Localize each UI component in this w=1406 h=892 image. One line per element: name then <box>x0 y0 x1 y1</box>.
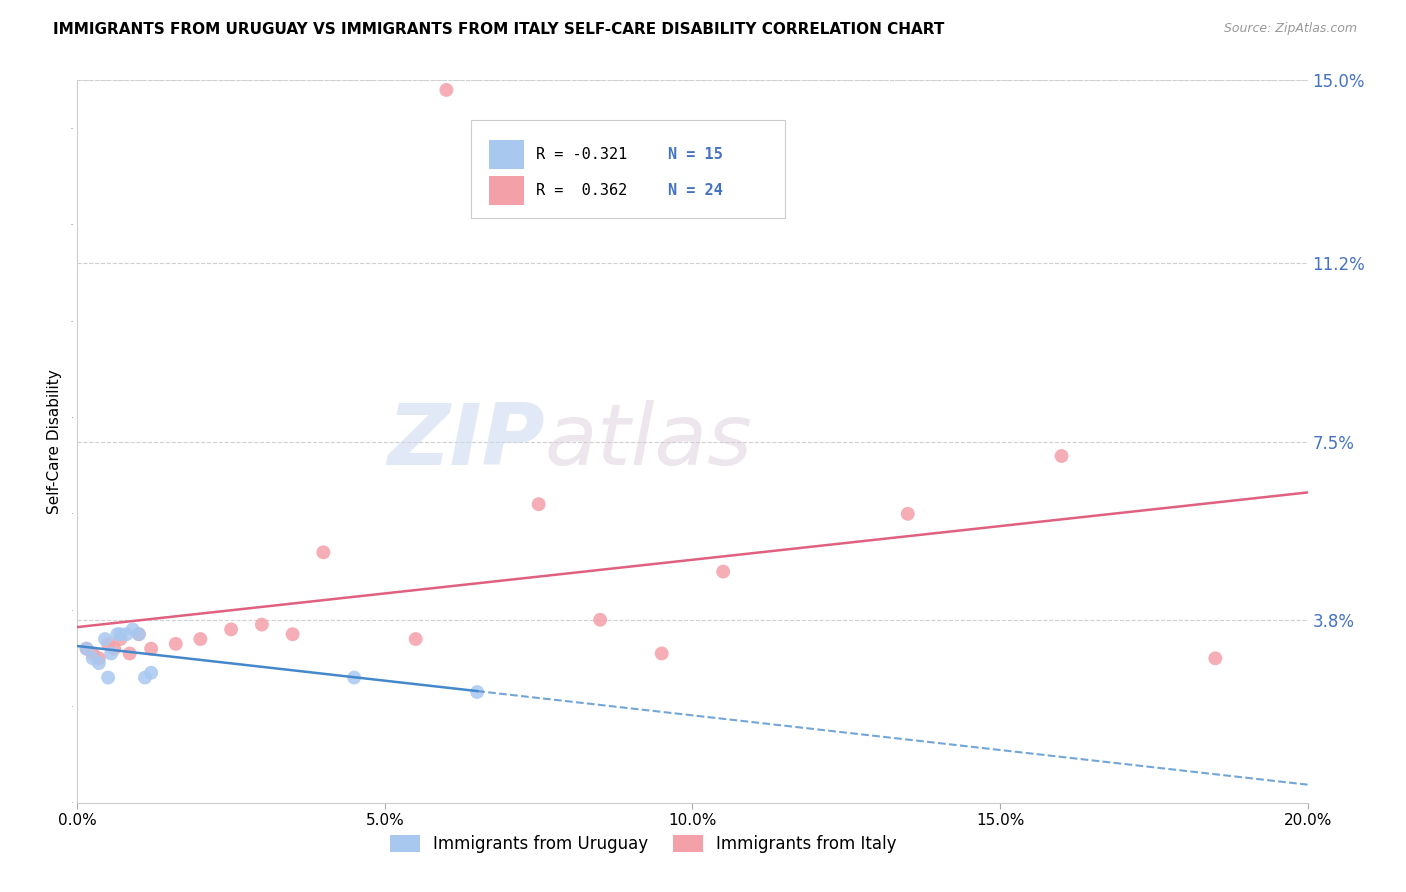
Point <box>100 647 122 661</box>
Point <box>128 627 150 641</box>
Point <box>436 83 458 97</box>
Text: R =  0.362: R = 0.362 <box>536 184 627 198</box>
Text: ZIP: ZIP <box>387 400 546 483</box>
FancyBboxPatch shape <box>471 120 785 218</box>
Point <box>281 627 304 641</box>
Point <box>87 656 110 670</box>
Point <box>110 627 132 641</box>
Point <box>105 627 128 641</box>
Text: IMMIGRANTS FROM URUGUAY VS IMMIGRANTS FROM ITALY SELF-CARE DISABILITY CORRELATIO: IMMIGRANTS FROM URUGUAY VS IMMIGRANTS FR… <box>53 22 945 37</box>
Point <box>82 651 104 665</box>
Point <box>141 641 163 656</box>
Text: atlas: atlas <box>546 400 752 483</box>
Point <box>165 637 187 651</box>
Point <box>97 637 120 651</box>
Point <box>141 665 163 680</box>
Point <box>711 565 734 579</box>
Point <box>118 647 141 661</box>
FancyBboxPatch shape <box>489 177 524 205</box>
Point <box>121 623 143 637</box>
Text: N = 24: N = 24 <box>668 184 723 198</box>
Legend: Immigrants from Uruguay, Immigrants from Italy: Immigrants from Uruguay, Immigrants from… <box>382 828 904 860</box>
Point <box>115 627 138 641</box>
Point <box>94 632 117 646</box>
Point <box>1204 651 1226 665</box>
Point <box>219 623 242 637</box>
Text: R = -0.321: R = -0.321 <box>536 147 627 162</box>
FancyBboxPatch shape <box>489 140 524 169</box>
Point <box>897 507 920 521</box>
Point <box>651 647 673 661</box>
Point <box>76 641 98 656</box>
Point <box>103 641 125 656</box>
Point <box>82 647 104 661</box>
Y-axis label: Self-Care Disability: Self-Care Disability <box>48 369 62 514</box>
Point <box>110 632 132 646</box>
Point <box>134 671 156 685</box>
Point <box>465 685 488 699</box>
Point <box>312 545 335 559</box>
Point <box>76 641 98 656</box>
Point <box>128 627 150 641</box>
Point <box>527 497 550 511</box>
Text: N = 15: N = 15 <box>668 147 723 162</box>
Point <box>589 613 612 627</box>
Point <box>1050 449 1073 463</box>
Point <box>87 651 110 665</box>
Point <box>405 632 427 646</box>
Point <box>97 671 120 685</box>
Point <box>343 671 366 685</box>
Point <box>188 632 212 646</box>
Text: Source: ZipAtlas.com: Source: ZipAtlas.com <box>1223 22 1357 36</box>
Point <box>250 617 273 632</box>
